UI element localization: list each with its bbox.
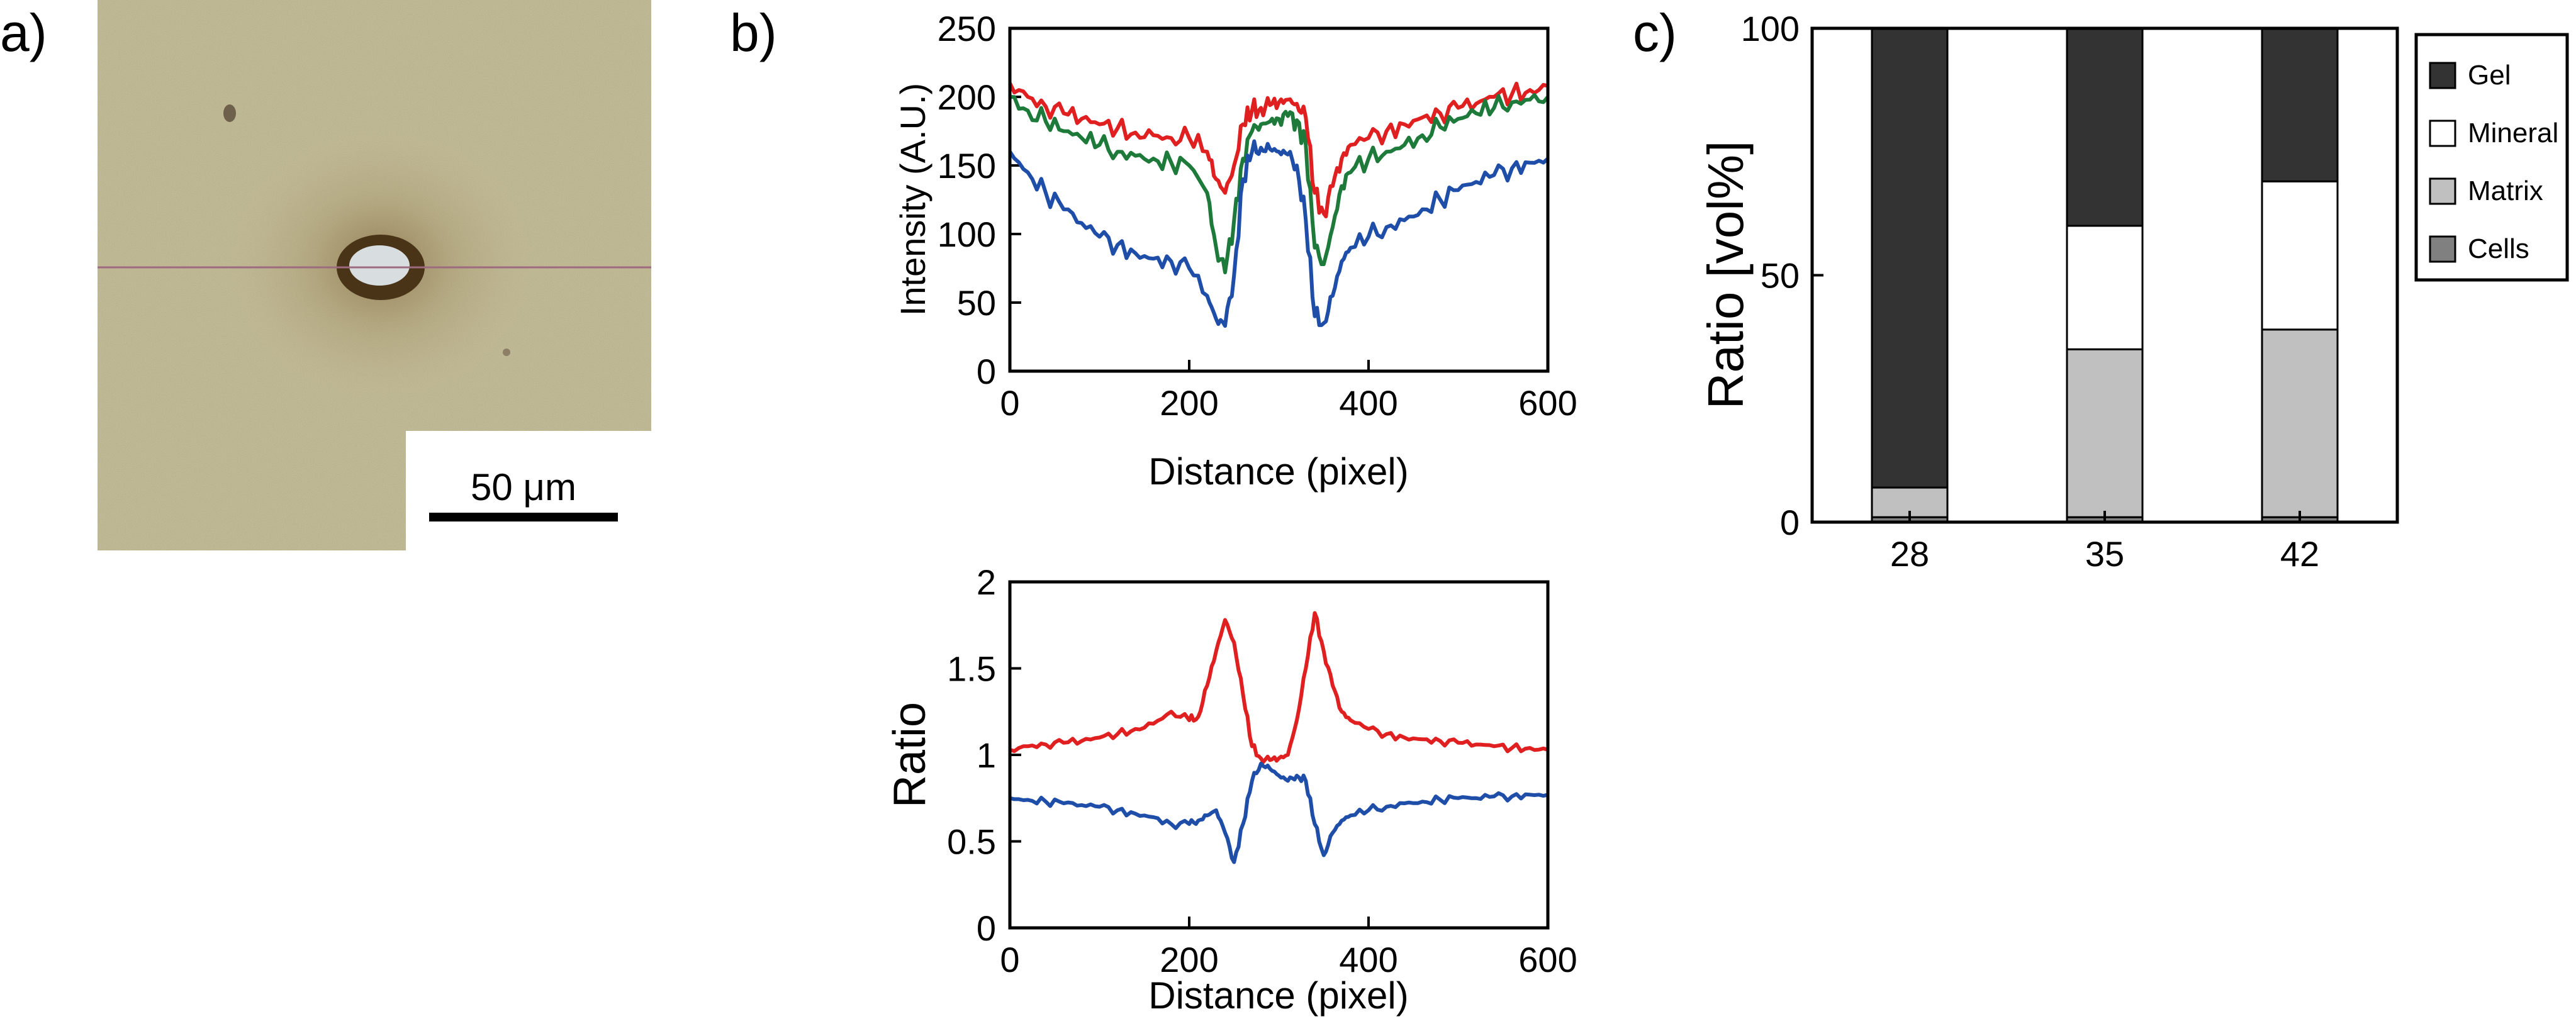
y-tick-label: 50 — [1761, 256, 1800, 296]
legend-swatch-cells — [2429, 235, 2456, 263]
composition-y-axis-label: Ratio [vol%] — [1698, 141, 1754, 410]
legend-swatch-gel — [2429, 62, 2456, 89]
legend-label-cells: Cells — [2468, 233, 2529, 264]
y-tick-label: 100 — [1741, 9, 1800, 48]
legend-label-gel: Gel — [2468, 60, 2511, 91]
legend-swatch-matrix — [2429, 177, 2456, 205]
intensity-y-axis-label: Intensity (A.U.) — [893, 83, 932, 316]
panel-a-label: a) — [0, 3, 47, 62]
bar-segment-gel — [1871, 27, 1949, 489]
x-tick-label: 35 — [2085, 534, 2124, 574]
bar-segment-gel — [2261, 27, 2339, 182]
ratio-y-axis-label: Ratio — [885, 702, 935, 808]
y-tick-label: 0 — [977, 908, 996, 948]
bar-segment-mineral — [2066, 225, 2144, 350]
intensity-x-axis-label: Distance (pixel) — [1148, 450, 1408, 493]
scale-bar-box — [406, 431, 651, 550]
x-tick-label: 42 — [2280, 534, 2319, 574]
panel-b-label: b) — [730, 3, 777, 62]
panel-c-label: c) — [1633, 3, 1677, 62]
ratio-x-axis-label: Distance (pixel) — [1148, 974, 1408, 1017]
scale-bar-label: 50 μm — [471, 466, 576, 508]
y-tick-label: 1.5 — [947, 649, 996, 689]
micrograph-image: 50 μm — [98, 0, 651, 550]
composition-chart-frame — [1810, 26, 2399, 524]
micrograph-svg: 50 μm — [98, 0, 651, 550]
x-tick-label: 600 — [1518, 383, 1577, 423]
composition-chart: 0 50 100 28 35 42 Ratio [vol%] Gel Mineral Matr… — [1698, 9, 2569, 574]
y-tick-label: 1 — [977, 735, 996, 775]
y-tick-label: 0 — [1780, 503, 1800, 542]
intensity-chart: 0 50 100 150 200 250 0 200 400 600 Intensity (A.U… — [893, 9, 1577, 493]
x-tick-label: 200 — [1160, 383, 1218, 423]
scale-bar — [429, 513, 618, 521]
series-line-red — [1008, 81, 1548, 219]
series-line-green — [1009, 92, 1550, 274]
debris-dot — [223, 104, 236, 122]
y-tick-label: 200 — [938, 77, 996, 117]
y-tick-label: 250 — [938, 9, 996, 48]
ratio-chart: 0 0.5 1 1.5 2 0 200 400 600 Ratio Distance (pixe… — [885, 562, 1577, 1017]
cell-lumen — [349, 245, 410, 286]
y-tick-label: 0 — [977, 352, 996, 391]
intensity-chart-frame — [1008, 26, 1550, 373]
ratio-chart-frame — [1008, 580, 1550, 930]
legend-swatch-mineral — [2429, 120, 2456, 147]
x-tick-label: 400 — [1339, 940, 1397, 979]
x-tick-label: 600 — [1518, 940, 1577, 979]
bar-segment-mineral — [2261, 180, 2339, 331]
bar-segment-matrix — [2066, 348, 2144, 518]
series-line-blue — [1009, 761, 1548, 864]
y-tick-label: 0.5 — [947, 822, 996, 862]
bar-segment-matrix — [2261, 328, 2339, 518]
bar-segment-gel — [2066, 27, 2144, 227]
x-tick-label: 28 — [1890, 534, 1929, 574]
x-tick-label: 0 — [1000, 383, 1019, 423]
series-line-red — [1009, 611, 1548, 764]
x-tick-label: 0 — [1000, 940, 1019, 979]
series-line-blue — [1008, 139, 1550, 328]
legend-label-mineral: Mineral — [2468, 118, 2558, 148]
y-tick-label: 150 — [938, 146, 996, 186]
x-tick-label: 200 — [1160, 940, 1218, 979]
debris-dot — [503, 349, 510, 356]
y-tick-label: 50 — [957, 283, 996, 323]
y-tick-label: 2 — [977, 562, 996, 602]
legend-label-matrix: Matrix — [2468, 176, 2543, 206]
y-tick-label: 100 — [938, 215, 996, 254]
x-tick-label: 400 — [1339, 383, 1397, 423]
